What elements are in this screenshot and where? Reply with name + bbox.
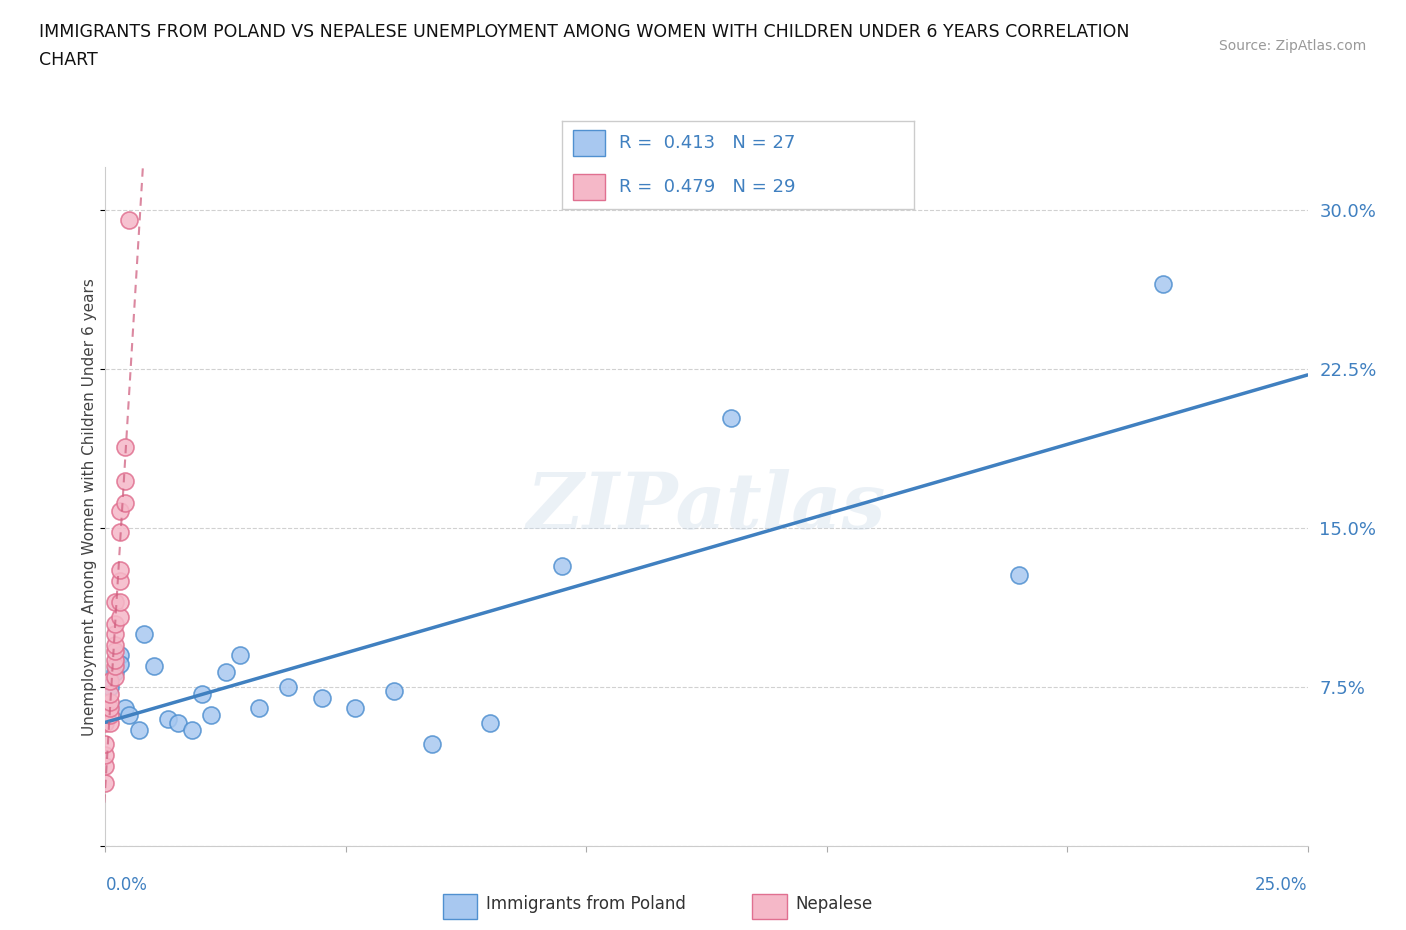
Point: [98, 701, 121, 716]
Point: [104, 670, 127, 684]
Text: Nepalese: Nepalese: [796, 896, 873, 913]
Point: [277, 680, 299, 695]
Text: R =  0.479   N = 29: R = 0.479 N = 29: [619, 178, 796, 195]
Point: [104, 637, 127, 652]
Point: [479, 716, 502, 731]
Point: [104, 658, 127, 673]
Point: [98, 708, 121, 723]
Point: [104, 644, 127, 658]
Point: [118, 213, 141, 228]
Point: [104, 627, 127, 642]
Point: [98, 673, 121, 688]
Point: [181, 723, 204, 737]
Point: [108, 563, 131, 578]
Point: [94, 737, 117, 752]
Point: [98, 716, 121, 731]
Point: [114, 495, 136, 510]
Point: [190, 686, 212, 701]
Point: [94, 776, 117, 790]
Point: [108, 657, 131, 671]
Point: [720, 410, 742, 425]
Point: [104, 652, 127, 667]
Point: [118, 708, 141, 723]
Point: [229, 648, 252, 663]
Point: [94, 716, 117, 731]
Point: [108, 595, 131, 610]
Point: [108, 610, 131, 625]
Point: [108, 504, 131, 519]
Point: [98, 686, 121, 701]
Point: [114, 474, 136, 489]
Point: [104, 665, 127, 680]
Point: [128, 723, 150, 737]
Text: ZIPatlas: ZIPatlas: [527, 469, 886, 545]
Point: [104, 616, 127, 631]
Point: [108, 525, 131, 539]
Text: CHART: CHART: [39, 51, 98, 69]
Point: [214, 665, 236, 680]
Point: [156, 711, 179, 726]
Point: [166, 716, 188, 731]
Point: [98, 680, 121, 695]
Text: Source: ZipAtlas.com: Source: ZipAtlas.com: [1219, 39, 1367, 53]
Point: [98, 695, 121, 710]
Point: [108, 574, 131, 589]
Point: [551, 559, 574, 574]
Point: [114, 440, 136, 455]
Point: [94, 748, 117, 763]
Y-axis label: Unemployment Among Women with Children Under 6 years: Unemployment Among Women with Children U…: [82, 278, 97, 736]
Text: IMMIGRANTS FROM POLAND VS NEPALESE UNEMPLOYMENT AMONG WOMEN WITH CHILDREN UNDER : IMMIGRANTS FROM POLAND VS NEPALESE UNEMP…: [39, 23, 1130, 41]
Point: [142, 658, 165, 673]
Point: [132, 627, 155, 642]
Point: [114, 701, 136, 716]
Point: [108, 648, 131, 663]
Text: 25.0%: 25.0%: [1256, 876, 1308, 894]
Point: [94, 758, 117, 773]
Text: R =  0.413   N = 27: R = 0.413 N = 27: [619, 134, 794, 152]
Bar: [752, 894, 786, 919]
Point: [1152, 276, 1174, 291]
Point: [1008, 567, 1031, 582]
Point: [382, 684, 405, 698]
Bar: [574, 130, 605, 156]
Bar: [443, 894, 477, 919]
Point: [311, 690, 333, 705]
Point: [200, 708, 222, 723]
Bar: [574, 174, 605, 201]
Point: [247, 701, 270, 716]
Point: [422, 737, 444, 752]
Text: 0.0%: 0.0%: [105, 876, 148, 894]
Point: [104, 595, 127, 610]
Point: [344, 701, 367, 716]
Text: Immigrants from Poland: Immigrants from Poland: [486, 896, 686, 913]
